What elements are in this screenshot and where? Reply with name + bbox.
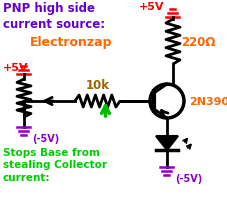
Text: 220Ω: 220Ω [180, 36, 215, 49]
Text: (-5V): (-5V) [32, 133, 59, 143]
Text: (-5V): (-5V) [174, 173, 201, 183]
Text: +5V: +5V [3, 63, 28, 73]
Text: Electronzap: Electronzap [30, 36, 112, 49]
Text: +5V: +5V [138, 2, 164, 12]
Text: Stops Base from
stealing Collector
current:: Stops Base from stealing Collector curre… [3, 147, 106, 182]
Text: 10k: 10k [85, 79, 109, 92]
Polygon shape [155, 136, 177, 150]
Text: 2N3906: 2N3906 [188, 96, 227, 106]
Text: PNP high side
current source:: PNP high side current source: [3, 2, 105, 30]
